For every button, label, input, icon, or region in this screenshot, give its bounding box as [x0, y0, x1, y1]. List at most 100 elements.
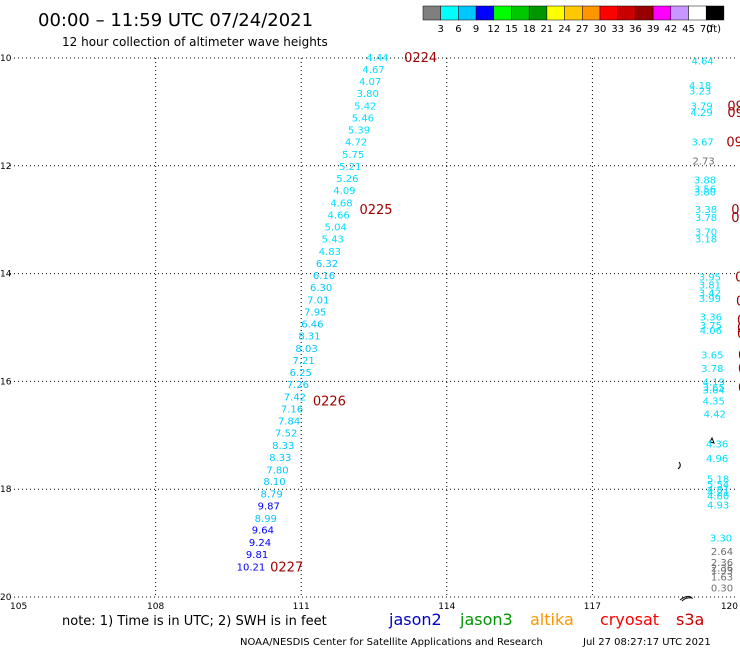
x-tick-label: 120 — [721, 602, 738, 612]
legend-tick-label: 12 — [487, 24, 500, 35]
wave-height-label: 8.33 — [272, 441, 294, 452]
satellite-name: jason3 — [459, 610, 513, 629]
wave-height-label: 0.30 — [711, 583, 733, 594]
footer-timestamp: Jul 27 08:27:17 UTC 2021 — [582, 637, 711, 648]
plot-grid — [10, 57, 738, 598]
wave-height-label: 4.35 — [703, 396, 725, 407]
y-tick-label: 20 — [0, 593, 12, 603]
wave-height-label: 4.64 — [691, 57, 713, 68]
y-tick-label: 10 — [0, 54, 12, 64]
wave-height-label: 5.43 — [322, 235, 344, 246]
footer-credit: NOAA/NESDIS Center for Satellite Applica… — [240, 637, 543, 648]
wave-height-label: 3.64 — [703, 385, 725, 396]
time-label: 0 — [737, 313, 740, 328]
wave-height-label: 6.30 — [310, 283, 332, 294]
time-label: 0227 — [270, 560, 303, 575]
wave-height-label: 4.83 — [319, 247, 341, 258]
wave-height-label: 7.95 — [304, 307, 326, 318]
satellite-name: jason2 — [388, 610, 442, 629]
wave-height-label: 3.56 — [694, 184, 716, 195]
wave-height-label: 8.79 — [260, 490, 282, 501]
legend-swatch — [688, 5, 707, 21]
time-label: 0 — [736, 295, 740, 310]
wave-height-label: 4.72 — [345, 138, 367, 149]
time-label: 09 — [731, 211, 740, 226]
wave-height-label: 4.09 — [333, 186, 355, 197]
wave-height-label: 7.84 — [278, 417, 300, 428]
x-tick-label: 108 — [147, 602, 164, 612]
wave-height-label: 9.87 — [258, 501, 280, 512]
wave-height-label: 4.36 — [706, 439, 728, 450]
wave-height-label: 8.03 — [295, 344, 317, 355]
wave-height-label: 5.21 — [339, 162, 361, 173]
wave-height-label: 3.80 — [357, 89, 379, 100]
time-label: 09 — [735, 270, 740, 285]
wave-height-label: 3.30 — [710, 534, 732, 545]
coast-shape — [679, 595, 694, 602]
wave-height-label: 7.16 — [281, 404, 303, 415]
wave-height-label: 4.21 — [707, 488, 729, 499]
wave-height-label: 4.29 — [690, 108, 712, 119]
legend-swatch — [582, 5, 601, 21]
legend-swatch — [635, 5, 654, 21]
time-label: 0 — [738, 362, 740, 377]
legend-tick-label: 36 — [629, 24, 642, 35]
wave-height-label: 5.54 — [707, 480, 729, 491]
legend-tick-label: 42 — [664, 24, 677, 35]
wave-height-label: 5.18 — [707, 474, 729, 485]
wave-height-label: 3.65 — [701, 350, 723, 361]
time-label: 0 — [738, 381, 740, 396]
chart-subtitle: 12 hour collection of altimeter wave hei… — [62, 35, 328, 49]
legend-tick-label: 39 — [647, 24, 660, 35]
legend-unit: (ft) — [706, 24, 721, 35]
wave-height-label: 3.95 — [699, 272, 721, 283]
legend-swatch — [564, 5, 583, 21]
wave-height-label: 7.52 — [275, 429, 297, 440]
time-label: 093 — [727, 106, 740, 121]
satellite-name: cryosat — [600, 610, 659, 629]
legend-swatch — [599, 5, 618, 21]
wave-height-label: 6.32 — [316, 259, 338, 270]
wave-height-label: 3.67 — [691, 138, 713, 149]
wave-height-label: 2.36 — [711, 558, 733, 569]
wave-height-label: 3.23 — [689, 86, 711, 97]
coastline-shapes — [677, 436, 715, 602]
wave-height-label: 8.33 — [269, 453, 291, 464]
wave-height-label: 1.93 — [711, 566, 733, 577]
legend-swatch — [458, 5, 477, 21]
wave-height-label: 5.04 — [325, 223, 347, 234]
wave-height-label: 5.42 — [354, 101, 376, 112]
legend-tick-label: 21 — [541, 24, 554, 35]
satellite-name: s3a — [676, 610, 704, 629]
legend-swatch — [528, 5, 548, 21]
legend-tick-label: 3 — [438, 24, 444, 35]
wave-height-label: 8.10 — [263, 477, 285, 488]
legend-swatch — [546, 5, 565, 21]
wave-height-label: 8.31 — [298, 332, 320, 343]
x-tick-label: 114 — [438, 602, 455, 612]
y-tick-label: 12 — [0, 162, 11, 172]
legend-swatch — [511, 5, 530, 21]
legend-tick-label: 27 — [576, 24, 589, 35]
wave-height-label: 7.42 — [284, 392, 306, 403]
wave-height-label: 6.25 — [290, 368, 312, 379]
island-shape — [709, 436, 715, 444]
wave-height-label: 6.46 — [301, 320, 323, 331]
legend-tick-label: 33 — [611, 24, 624, 35]
time-label: 0225 — [359, 203, 392, 218]
y-tick-label: 18 — [0, 485, 12, 495]
wave-height-label: 3.36 — [700, 313, 722, 324]
color-legend: 3 6 9 12 15 18 21 24 27 30 33 36 39 42 45 70 — [422, 5, 725, 35]
wave-height-label: 3.42 — [699, 288, 721, 299]
wave-height-label: 9.64 — [252, 526, 274, 537]
wave-height-label: 3.81 — [699, 280, 721, 291]
y-tick-label: 14 — [0, 270, 12, 280]
wave-height-label: 7.21 — [293, 356, 315, 367]
legend-swatch — [493, 5, 512, 21]
legend-tick-label: 30 — [594, 24, 607, 35]
y-tick-label: 16 — [0, 377, 12, 387]
wave-height-label: 4.81 — [707, 485, 729, 496]
wave-height-label: 4.93 — [707, 500, 729, 511]
legend-tick-label: 18 — [523, 24, 536, 35]
